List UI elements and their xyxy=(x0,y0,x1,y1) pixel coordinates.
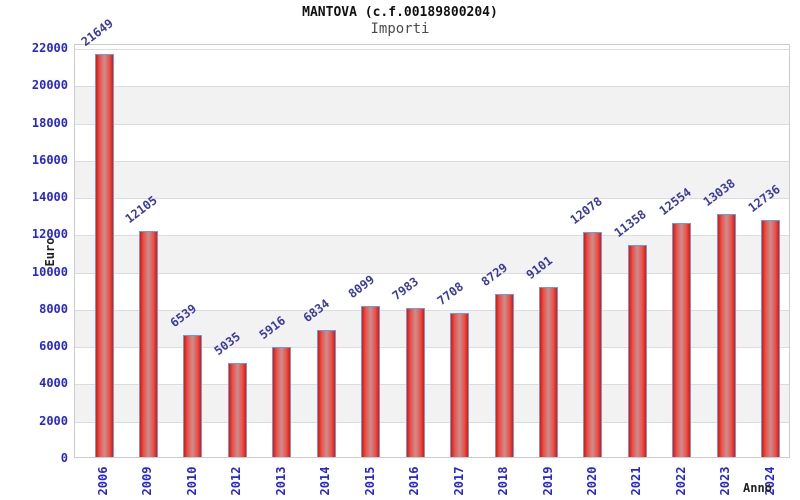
x-tick-label: 2017 xyxy=(451,466,466,496)
x-tick-label: 2021 xyxy=(629,466,644,496)
bar-2022 xyxy=(672,223,692,457)
bar-2017 xyxy=(450,313,470,457)
gridline xyxy=(75,421,789,423)
y-tick-label: 4000 xyxy=(39,376,68,391)
plot-band xyxy=(75,86,789,124)
bar-2019 xyxy=(539,287,558,457)
y-tick-label: 8000 xyxy=(39,301,68,316)
x-tick-label: 2018 xyxy=(496,466,511,496)
bar-2006 xyxy=(94,53,114,457)
bar-2018 xyxy=(494,294,514,457)
y-tick-label: 18000 xyxy=(31,115,68,130)
gridline xyxy=(75,198,789,200)
plot-band xyxy=(75,160,789,199)
bar-2016 xyxy=(405,308,425,457)
x-tick-label: 2006 xyxy=(96,466,110,496)
x-tick-label: 2015 xyxy=(362,466,377,496)
bar-2012 xyxy=(227,363,247,457)
bar-2021 xyxy=(627,245,647,457)
x-tick-label: 2012 xyxy=(229,466,244,496)
gridline xyxy=(75,309,789,311)
x-tick-label: 2014 xyxy=(318,466,333,496)
gridline xyxy=(75,347,789,349)
y-tick-label: 2000 xyxy=(39,413,68,428)
bar-2010 xyxy=(183,335,203,457)
x-axis-title: Anno xyxy=(743,481,772,495)
x-tick-label: 2013 xyxy=(273,466,288,496)
gridline xyxy=(75,49,789,50)
y-tick-label: 20000 xyxy=(31,78,68,93)
chart-title: MANTOVA (c.f.00189800204) xyxy=(302,5,498,20)
y-tick-label: 12000 xyxy=(31,227,68,242)
y-tick-label: 14000 xyxy=(31,190,68,205)
gridline xyxy=(75,86,789,88)
bar-2013 xyxy=(272,346,292,457)
x-tick-label: 2023 xyxy=(718,466,733,496)
x-tick-label: 2020 xyxy=(584,466,599,496)
x-tick-label: 2009 xyxy=(140,466,155,496)
bar-value-label: 7708 xyxy=(434,279,466,309)
y-tick-label: 0 xyxy=(60,451,68,465)
gridline xyxy=(75,384,789,386)
bar-2020 xyxy=(583,231,603,457)
gridline xyxy=(75,160,789,162)
x-tick-label: 2016 xyxy=(407,466,422,496)
x-tick-label: 2022 xyxy=(673,466,688,496)
plot-area: 21649 12105 6539 5035 5916 6834 8099 7983 7708 87… xyxy=(74,16,790,458)
bar-2014 xyxy=(316,329,336,457)
y-tick-label: 6000 xyxy=(39,339,68,354)
y-tick-label: 16000 xyxy=(31,152,68,167)
gridline xyxy=(75,272,789,274)
bar-value-label: 7983 xyxy=(389,274,422,304)
bar-2024 xyxy=(761,219,781,457)
y-tick-label: 10000 xyxy=(31,264,68,279)
gridline xyxy=(75,123,789,125)
x-tick-label: 2010 xyxy=(184,466,199,496)
y-axis-title: Euro xyxy=(43,237,57,267)
bar-2023 xyxy=(716,214,736,457)
chart-subtitle: Importi xyxy=(370,21,430,37)
bar-2009 xyxy=(138,231,158,457)
x-tick-label: 2019 xyxy=(540,466,555,496)
gridline xyxy=(75,235,789,237)
y-tick-label: 22000 xyxy=(31,41,68,55)
bar-2015 xyxy=(361,306,381,457)
bar-value-label: 8099 xyxy=(345,272,377,302)
plot-band xyxy=(75,235,789,273)
